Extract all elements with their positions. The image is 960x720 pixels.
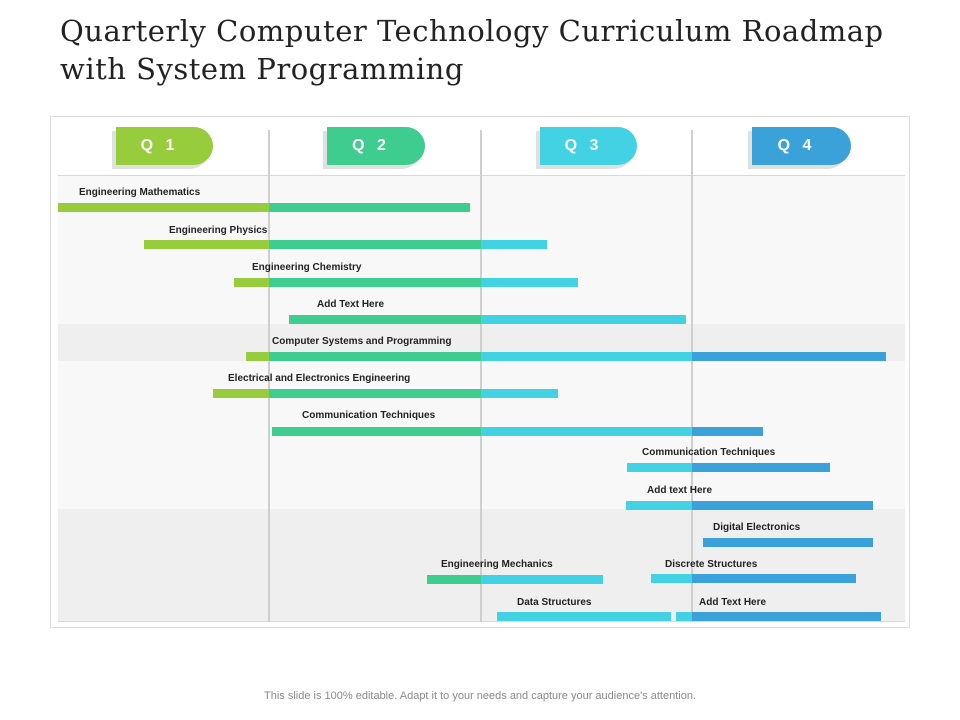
bar-segment [144,240,269,249]
bar-segment [481,389,558,398]
bar-segment [269,203,470,212]
bar-segment [692,463,830,472]
bar-segment [234,278,269,287]
task-label-discrete-structures: Discrete Structures [665,559,758,570]
bar-segment [58,203,269,212]
quarter-divider-2 [480,130,482,622]
bar-segment [289,315,481,324]
task-label-digital-electronics: Digital Electronics [713,522,801,533]
bar-segment [627,463,692,472]
task-label-add-text-here-2: Add text Here [647,485,713,496]
bar-segment [272,427,481,436]
quarter-label-q4: Q 4 [777,137,816,154]
task-label-data-structures: Data Structures [517,597,592,608]
bar-segment [692,612,881,621]
bar-segment [481,575,603,584]
quarter-divider-3 [691,130,693,622]
bar-segment [497,612,671,621]
bar-segment [692,501,873,510]
bar-segment [269,278,481,287]
bar-segment [481,315,686,324]
task-label-communication-techniques-2: Communication Techniques [642,447,776,458]
task-label-communication-techniques-1: Communication Techniques [302,410,436,421]
quarter-pill-q2: Q 2 [327,127,425,165]
task-label-engineering-chemistry: Engineering Chemistry [252,262,362,273]
bar-segment [481,240,547,249]
task-label-engineering-mathematics: Engineering Mathematics [79,187,201,198]
quarter-label-q3: Q 3 [564,137,603,154]
task-label-electrical-electronics: Electrical and Electronics Engineering [228,373,411,384]
quarter-pill-q3: Q 3 [540,127,637,165]
quarter-divider-1 [268,130,270,622]
bar-segment [703,538,873,547]
quarter-label-q2: Q 2 [352,137,390,154]
bar-segment [692,427,763,436]
bar-segment [269,352,481,361]
bar-segment [692,352,886,361]
task-label-computer-systems-programming: Computer Systems and Programming [272,336,452,347]
task-label-add-text-here-1: Add Text Here [317,299,385,310]
task-label-engineering-physics: Engineering Physics [169,225,268,236]
quarter-label-q1: Q 1 [140,137,179,154]
bar-segment [676,612,692,621]
bar-segment [481,427,692,436]
quarter-pill-q4: Q 4 [752,127,851,165]
bar-segment [481,278,578,287]
bar-segment [269,389,481,398]
bar-segment [626,501,692,510]
bar-segment [692,574,856,583]
bar-segment [246,352,269,361]
page-title: Quarterly Computer Technology Curriculum… [60,14,884,86]
bar-segment [213,389,269,398]
bar-segment [651,574,692,583]
task-label-add-text-here-3: Add Text Here [699,597,767,608]
task-label-engineering-mechanics: Engineering Mechanics [441,559,553,570]
bar-segment [481,352,692,361]
quarter-pill-q1: Q 1 [116,127,213,165]
bar-segment [269,240,481,249]
bar-segment [427,575,481,584]
footer-note: This slide is 100% editable. Adapt it to… [264,690,696,702]
